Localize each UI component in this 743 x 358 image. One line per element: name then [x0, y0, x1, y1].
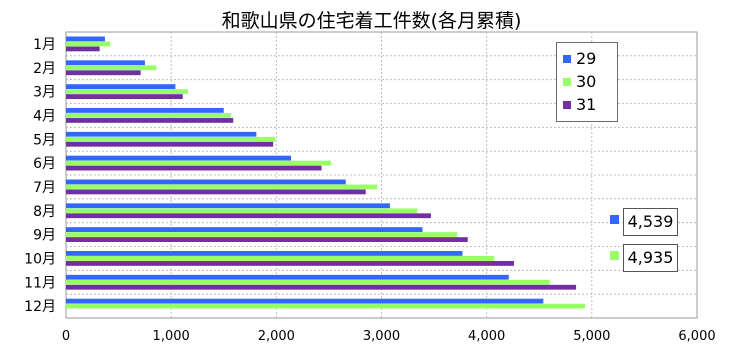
bar-30-3月: [66, 89, 188, 94]
bar-29-4月: [66, 108, 224, 113]
bar-31-8月: [66, 213, 431, 219]
bar-31-6月: [66, 165, 322, 171]
y-tick-label: 10月: [24, 251, 56, 267]
y-tick-label: 9月: [33, 228, 56, 244]
legend-swatch-30: [563, 78, 571, 86]
callout-swatch-29: [610, 215, 619, 224]
x-tick-label: 6,000: [678, 329, 715, 344]
x-tick-label: 3,000: [363, 329, 400, 344]
legend: 29 30 31: [556, 42, 618, 122]
y-tick-label: 7月: [33, 180, 56, 196]
legend-swatch-29: [563, 55, 571, 63]
bar-30-1月: [66, 41, 111, 47]
bar-29-5月: [66, 131, 257, 137]
y-tick-label: 3月: [33, 85, 56, 101]
bar-29-7月: [66, 179, 346, 185]
y-tick-label: 5月: [33, 132, 56, 148]
bar-29-2月: [66, 60, 145, 66]
y-tick-label: 1月: [33, 37, 56, 53]
bar-30-5月: [66, 136, 276, 142]
chart-title: 和歌山県の住宅着工件数(各月累積): [221, 10, 522, 32]
x-tick-label: 2,000: [258, 329, 295, 344]
bar-30-11月: [66, 279, 550, 285]
callout-swatch-30: [610, 251, 619, 260]
bar-30-7月: [66, 184, 378, 190]
bar-30-2月: [66, 65, 157, 71]
legend-label-31: 31: [576, 95, 597, 114]
bar-30-6月: [66, 160, 332, 166]
bar-31-4月: [66, 118, 234, 123]
bar-29-8月: [66, 203, 390, 209]
bar-30-12月: [66, 303, 585, 309]
bar-31-5月: [66, 141, 274, 147]
legend-label-29: 29: [576, 49, 597, 68]
y-tick-label: 6月: [33, 156, 56, 172]
legend-swatch-31: [563, 101, 571, 109]
bar-29-11月: [66, 274, 509, 280]
bar-29-1月: [66, 36, 105, 42]
bar-31-2月: [66, 70, 141, 76]
bar-31-11月: [66, 284, 577, 290]
x-tick-label: 0: [62, 329, 70, 344]
bar-29-3月: [66, 84, 176, 89]
bar-29-12月: [66, 298, 544, 304]
y-tick-label: 4月: [33, 108, 56, 124]
bar-31-10月: [66, 261, 515, 266]
bar-30-4月: [66, 113, 232, 118]
bar-31-1月: [66, 46, 100, 52]
y-tick-label: 11月: [24, 275, 56, 291]
callout-value-29: 4,539: [623, 208, 678, 236]
y-tick-label: 8月: [33, 204, 56, 220]
bar-29-9月: [66, 227, 423, 232]
bar-29-6月: [66, 155, 292, 161]
y-tick-label: 12月: [24, 299, 56, 315]
bar-31-9月: [66, 237, 468, 242]
bar-31-7月: [66, 189, 366, 195]
bar-29-10月: [66, 251, 463, 256]
y-tick-label: 2月: [33, 61, 56, 77]
x-tick-label: 4,000: [468, 329, 505, 344]
bar-30-9月: [66, 232, 458, 237]
x-tick-label: 5,000: [573, 329, 610, 344]
callout-value-30: 4,935: [623, 244, 678, 272]
bar-31-3月: [66, 94, 183, 99]
x-tick-label: 1,000: [153, 329, 190, 344]
legend-label-30: 30: [576, 72, 597, 91]
bar-30-10月: [66, 256, 495, 261]
bar-30-8月: [66, 208, 418, 214]
